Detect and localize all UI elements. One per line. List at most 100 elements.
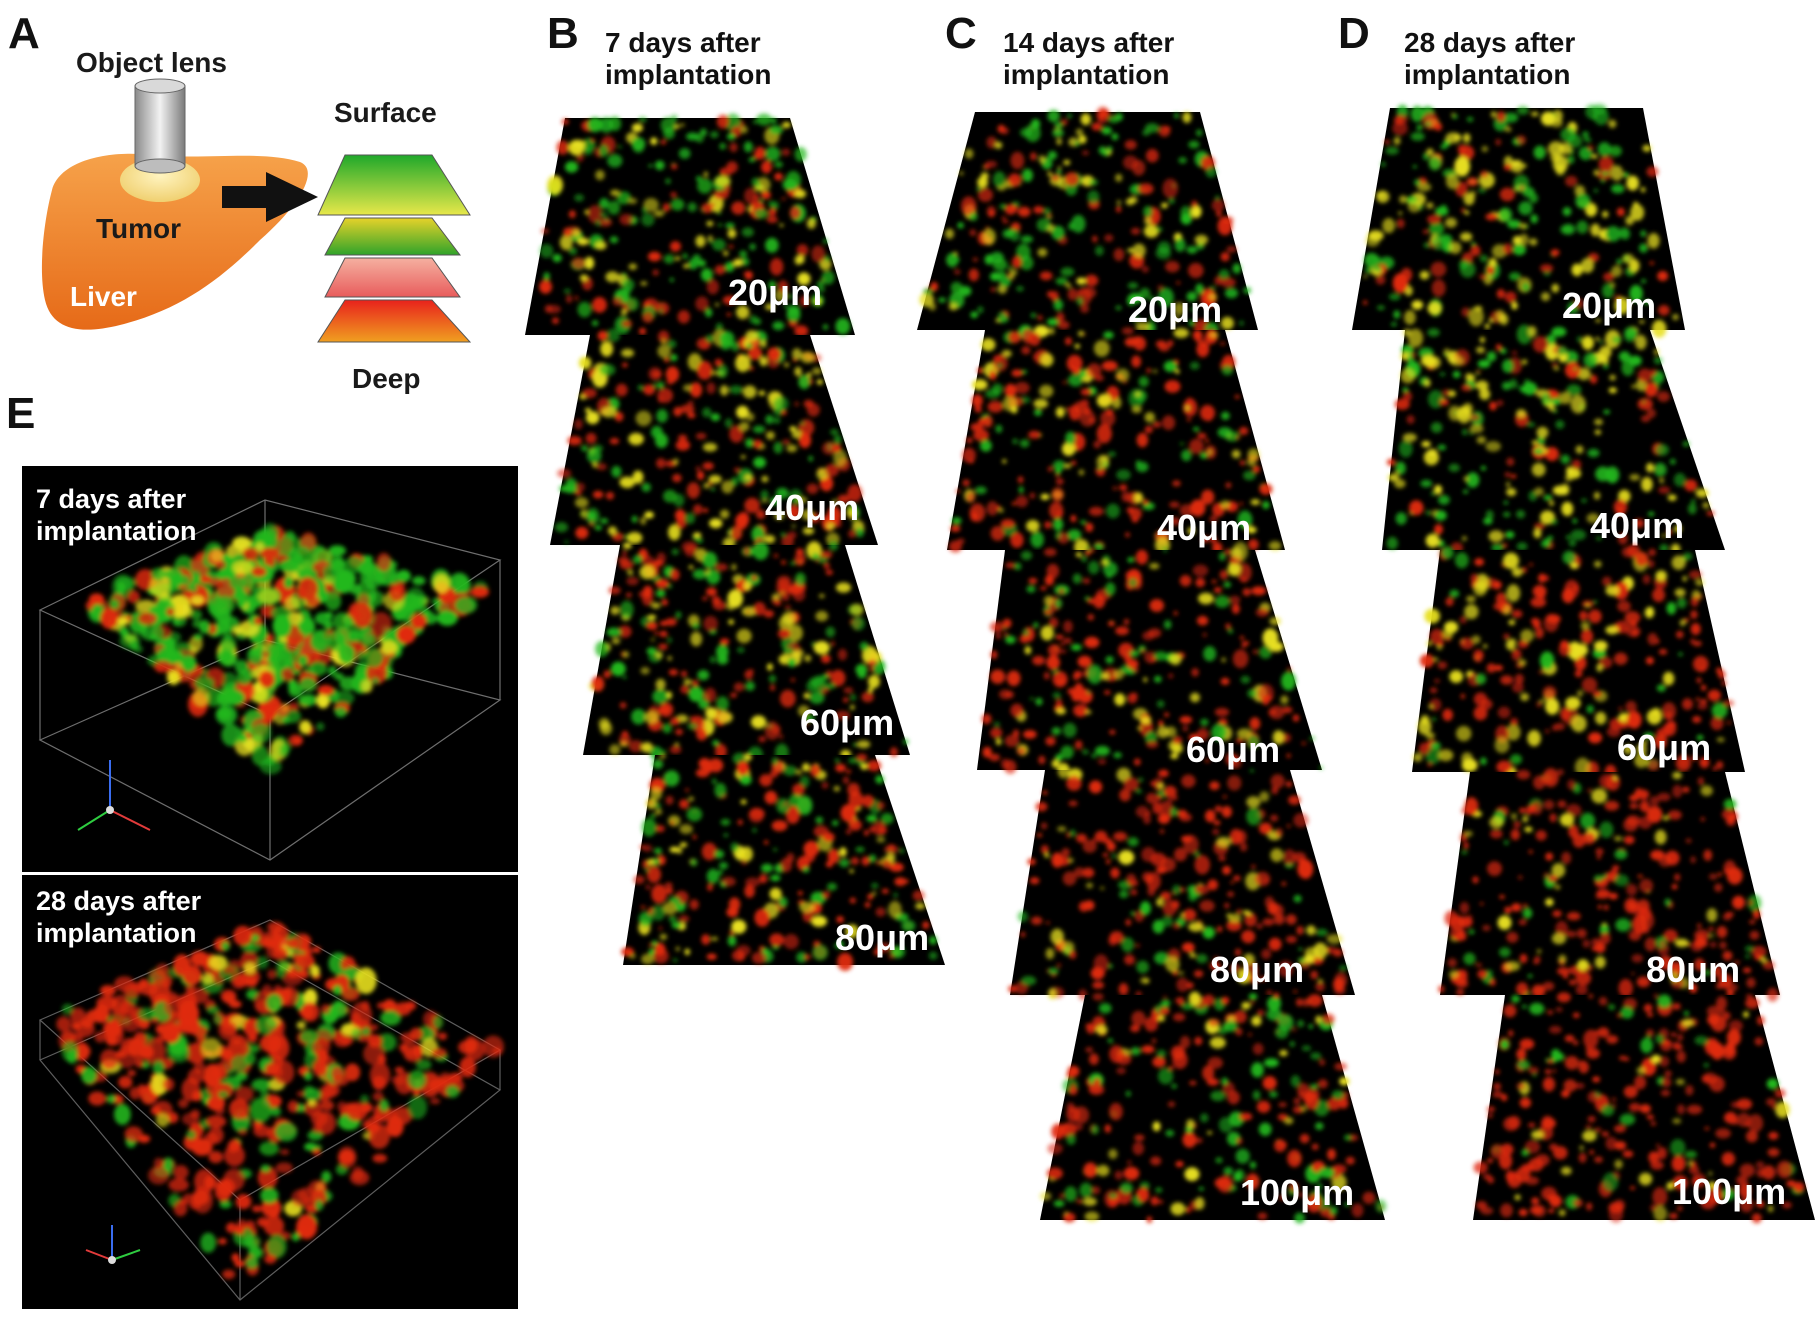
fluorescent-cell <box>206 1005 220 1015</box>
fluorescent-cell <box>790 561 796 566</box>
fluorescent-cell <box>831 499 837 504</box>
fluorescent-cell <box>1521 1149 1529 1157</box>
fluorescent-cell <box>808 455 813 462</box>
fluorescent-cell <box>1105 582 1116 596</box>
fluorescent-cell <box>1021 369 1028 374</box>
fluorescent-cell <box>1174 847 1187 862</box>
object-lens-icon <box>134 78 186 174</box>
fluorescent-cell <box>372 1153 388 1163</box>
fluorescent-cell <box>1542 768 1559 788</box>
fluorescent-cell <box>234 1260 245 1268</box>
fluorescent-cell <box>1756 1168 1766 1178</box>
fluorescent-cell <box>811 915 828 927</box>
fluorescent-cell <box>243 962 257 975</box>
fluorescent-cell <box>1625 625 1641 637</box>
fluorescent-cell <box>1072 573 1082 584</box>
fluorescent-cell <box>334 706 347 718</box>
fluorescent-cell <box>981 713 992 725</box>
fluorescent-cell <box>1299 1090 1304 1097</box>
fluorescent-cell <box>1339 965 1348 971</box>
fluorescent-cell <box>691 680 699 687</box>
fluorescent-cell <box>1434 524 1443 535</box>
fluorescent-cell <box>1061 848 1071 857</box>
fluorescent-cell <box>1404 310 1416 325</box>
fluorescent-cell <box>1557 967 1570 976</box>
fluorescent-cell <box>1614 835 1623 842</box>
fluorescent-cell <box>1223 581 1231 588</box>
fluorescent-cell <box>876 801 885 810</box>
fluorescent-cell <box>1754 1037 1764 1046</box>
fluorescent-cell <box>1231 603 1240 615</box>
fluorescent-cell <box>1163 547 1168 553</box>
fluorescent-cell <box>1497 706 1511 719</box>
fluorescent-cell <box>727 228 737 239</box>
fluorescent-cell <box>1527 974 1533 978</box>
fluorescent-cell <box>1156 795 1162 801</box>
fluorescent-cell <box>1241 577 1247 583</box>
fluorescent-cell <box>1217 216 1233 236</box>
fluorescent-cell <box>1066 354 1083 372</box>
fluorescent-cell <box>1279 1049 1288 1057</box>
fluorescent-cell <box>792 649 804 657</box>
fluorescent-cell <box>221 1021 238 1036</box>
fluorescent-cell <box>1707 1014 1720 1026</box>
fluorescent-cell <box>809 676 825 686</box>
fluorescent-cell <box>1002 229 1014 239</box>
fluorescent-cell <box>702 508 709 513</box>
fluorescent-cell <box>1280 695 1289 705</box>
fluorescent-cell <box>995 738 1002 746</box>
fluorescent-cell <box>1001 349 1012 358</box>
fluorescent-cell <box>1429 221 1445 236</box>
fluorescent-cell <box>1046 213 1052 219</box>
fluorescent-cell <box>1190 499 1206 517</box>
fluorescent-cell <box>764 840 769 845</box>
fluorescent-cell <box>837 940 845 948</box>
fluorescent-cell <box>1640 1037 1653 1054</box>
fluorescent-cell <box>1522 1004 1527 1009</box>
fluorescent-cell <box>1657 792 1671 802</box>
fluorescent-cell <box>1132 160 1146 176</box>
fluorescent-cell <box>1188 922 1204 932</box>
fluorescent-cell <box>662 723 672 734</box>
fluorescent-cell <box>1490 829 1503 839</box>
fluorescent-cell <box>1214 805 1223 813</box>
fluorescent-cell <box>1279 1194 1285 1201</box>
fluorescent-cell <box>260 547 279 560</box>
fluorescent-cell <box>1064 337 1072 346</box>
fluorescent-cell <box>1562 207 1572 216</box>
fluorescent-cell <box>798 432 812 449</box>
fluorescent-cell <box>848 757 859 764</box>
fluorescent-cell <box>431 1047 447 1059</box>
fluorescent-cell <box>619 733 631 746</box>
fluorescent-cell <box>638 116 647 123</box>
fluorescent-cell <box>1584 137 1592 143</box>
fluorescent-cell <box>1589 374 1598 384</box>
fluorescent-cell <box>1029 877 1040 885</box>
fluorescent-cell <box>1085 550 1091 556</box>
fluorescent-cell <box>1566 930 1577 938</box>
fluorescent-cell <box>1243 953 1255 966</box>
fluorescent-cell <box>1327 1148 1336 1161</box>
fluorescent-cell <box>1196 953 1208 964</box>
fluorescent-cell <box>1745 954 1750 959</box>
fluorescent-cell <box>875 775 884 784</box>
fluorescent-cell <box>695 432 707 440</box>
fluorescent-cell <box>1104 690 1111 695</box>
fluorescent-cell <box>1525 1176 1540 1185</box>
fluorescent-cell <box>1608 119 1617 129</box>
fluorescent-cell <box>1022 168 1033 182</box>
fluorescent-cell <box>372 1091 384 1102</box>
fluorescent-cell <box>668 815 681 827</box>
fluorescent-cell <box>715 175 731 187</box>
fluorescent-cell <box>367 1034 383 1048</box>
fluorescent-cell <box>1149 562 1160 570</box>
fluorescent-cell <box>1504 961 1521 971</box>
fluorescent-cell <box>1583 352 1598 368</box>
fluorescent-cell <box>1640 187 1646 193</box>
fluorescent-cell <box>1051 759 1060 768</box>
fluorescent-cell <box>1434 510 1447 521</box>
fluorescent-cell <box>587 205 603 224</box>
fluorescent-cell <box>1562 550 1576 565</box>
fluorescent-cell <box>202 1074 212 1083</box>
fluorescent-cell <box>663 254 675 264</box>
